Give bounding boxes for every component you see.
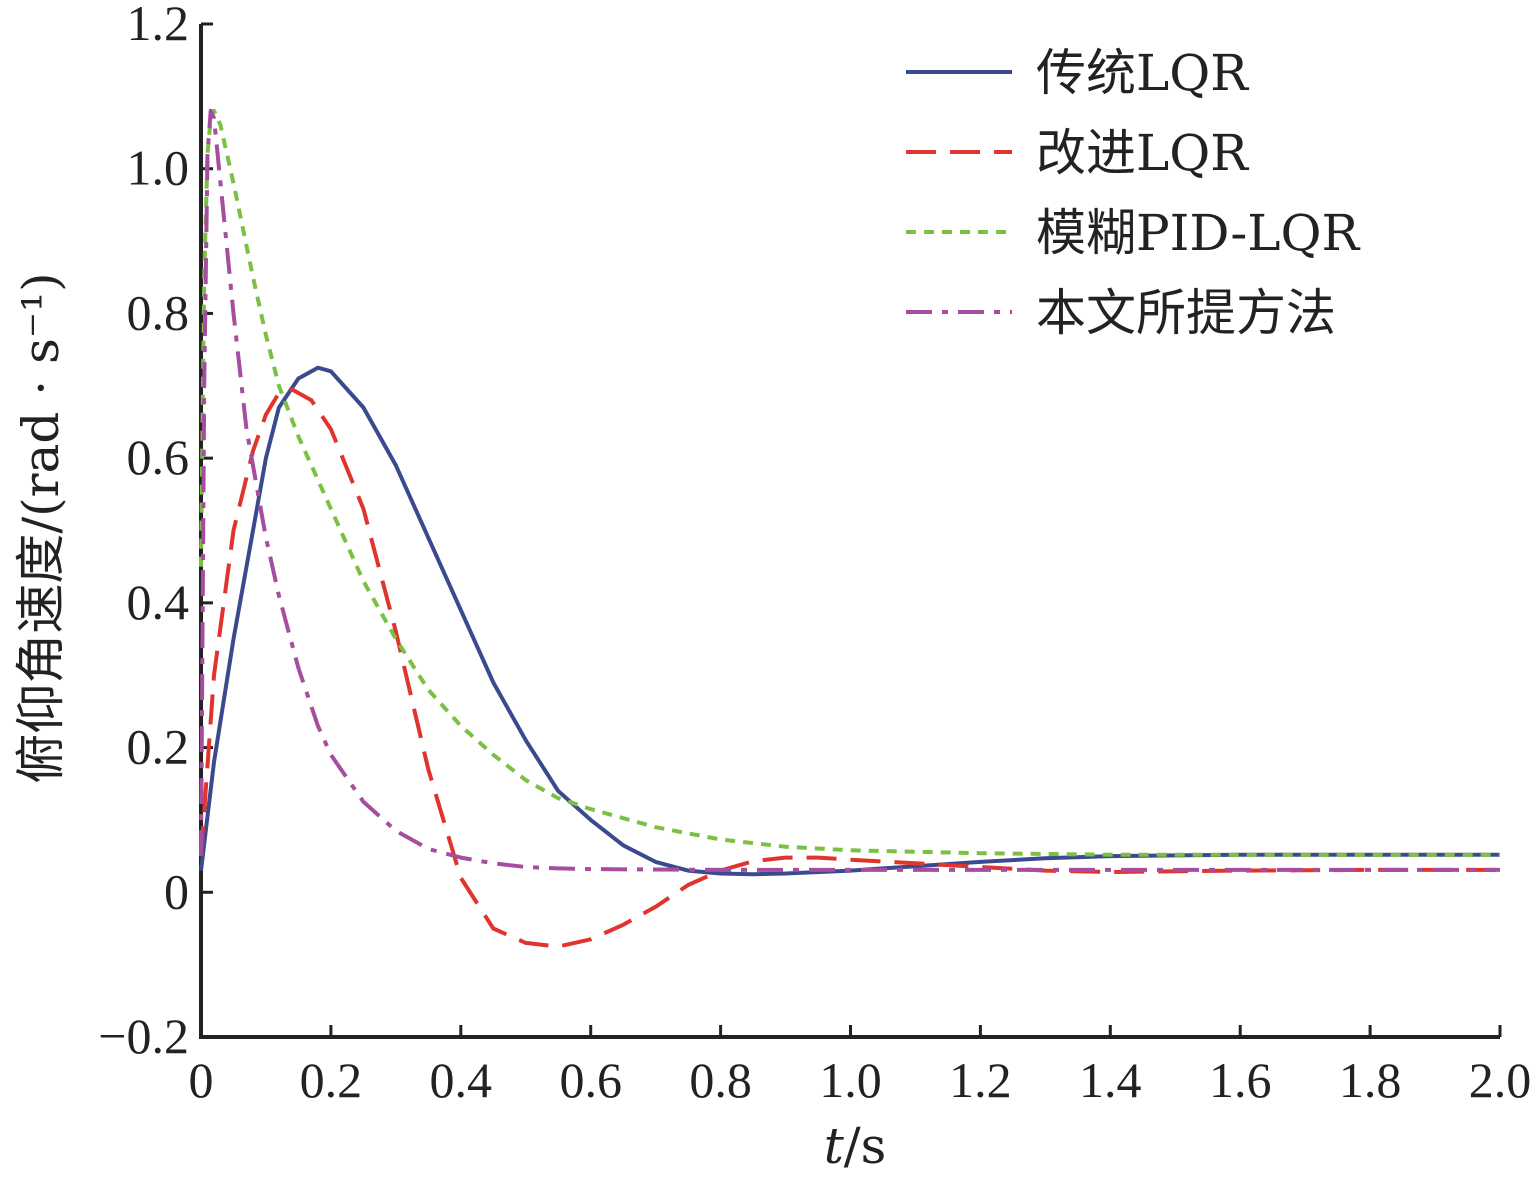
x-tick-label: 2.0 xyxy=(1469,1052,1532,1108)
series-line-4 xyxy=(199,108,1500,872)
x-tick-label: 0.8 xyxy=(689,1052,752,1108)
series-group xyxy=(199,108,1500,949)
x-tick-label: 0.6 xyxy=(559,1052,622,1108)
y-axis-title: 俯仰角速度/(rad · s⁻¹) xyxy=(12,272,70,783)
y-tick-label: 0.4 xyxy=(127,574,190,630)
x-tick-label: 1.6 xyxy=(1209,1052,1272,1108)
y-tick-label: 0.8 xyxy=(127,284,190,340)
y-tick-label: −0.2 xyxy=(98,1008,189,1064)
legend-label-1: 传统LQR xyxy=(1036,44,1249,102)
y-tick-label: 0.6 xyxy=(127,429,190,485)
y-ticks: −0.2 0 0.2 0.4 0.6 0.8 1.0 1.2 xyxy=(98,0,213,1064)
legend-label-4: 本文所提方法 xyxy=(1036,284,1336,342)
y-tick-label: 1.0 xyxy=(127,140,190,196)
x-tick-label: 1.4 xyxy=(1079,1052,1142,1108)
x-axis-title-italic: t xyxy=(824,1117,845,1175)
legend-label-3: 模糊PID-LQR xyxy=(1036,204,1360,262)
x-tick-label: 0.4 xyxy=(430,1052,493,1108)
x-tick-label: 1.0 xyxy=(819,1052,882,1108)
x-axis-title-unit: /s xyxy=(844,1117,887,1175)
legend-label-2: 改进LQR xyxy=(1036,124,1249,182)
series-line-1 xyxy=(199,365,1500,877)
series-line-2 xyxy=(199,387,1500,949)
y-tick-label: 1.2 xyxy=(127,0,190,51)
x-tick-label: 0.2 xyxy=(300,1052,363,1108)
x-tick-label: 1.2 xyxy=(949,1052,1012,1108)
y-tick-label: 0 xyxy=(164,863,189,919)
y-tick-label: 0.2 xyxy=(127,719,190,775)
series-line-3 xyxy=(199,108,1500,857)
x-tick-label: 1.8 xyxy=(1339,1052,1402,1108)
axes xyxy=(199,24,1500,1039)
legend: 传统LQR 改进LQR 模糊PID-LQR 本文所提方法 xyxy=(906,44,1360,342)
x-ticks: 0 0.2 0.4 0.6 0.8 1.0 1.2 1.4 1.6 1.8 2.0 xyxy=(189,1025,1532,1108)
x-axis-title: t/s xyxy=(824,1117,887,1175)
x-tick-label: 0 xyxy=(189,1052,214,1108)
